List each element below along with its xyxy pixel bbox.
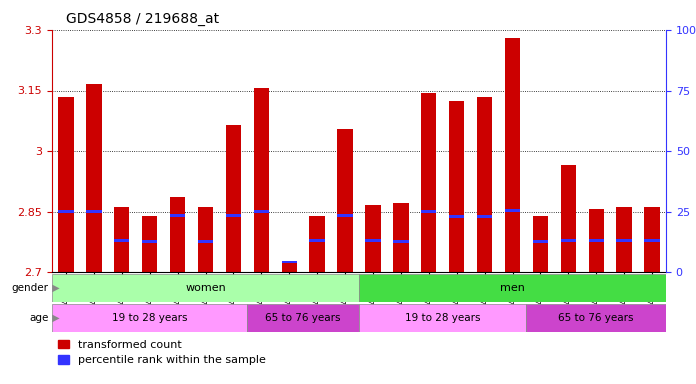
Bar [338, 129, 353, 272]
Bar [338, 214, 353, 217]
Bar [505, 209, 520, 212]
Text: ▶: ▶ [49, 283, 60, 293]
Text: 19 to 28 years: 19 to 28 years [112, 313, 187, 323]
Bar [247, 304, 359, 332]
Bar [170, 214, 185, 217]
Text: age: age [29, 313, 49, 323]
Bar [421, 93, 436, 272]
Bar [114, 239, 129, 242]
Bar [617, 207, 632, 272]
Bar [561, 165, 576, 272]
Bar [226, 214, 241, 217]
Bar [526, 304, 666, 332]
Bar [198, 207, 213, 272]
Bar [310, 216, 325, 272]
Legend: transformed count, percentile rank within the sample: transformed count, percentile rank withi… [58, 339, 265, 365]
Bar [170, 197, 185, 272]
Text: gender: gender [12, 283, 49, 293]
Bar [359, 304, 526, 332]
Bar [561, 239, 576, 242]
Bar [253, 88, 269, 272]
Bar [114, 207, 129, 272]
Bar [589, 209, 604, 272]
Bar [393, 204, 409, 272]
Bar [617, 239, 632, 242]
Bar [52, 274, 359, 302]
Text: ▶: ▶ [49, 313, 60, 323]
Bar [477, 96, 492, 272]
Bar [589, 239, 604, 242]
Text: men: men [500, 283, 525, 293]
Bar [310, 239, 325, 242]
Bar [86, 210, 102, 212]
Bar [365, 239, 381, 242]
Bar [505, 38, 520, 272]
Bar [282, 262, 297, 272]
Bar [644, 239, 660, 242]
Text: 19 to 28 years: 19 to 28 years [405, 313, 480, 323]
Bar [393, 240, 409, 243]
Bar [142, 216, 157, 272]
Bar [532, 216, 548, 272]
Bar [477, 215, 492, 218]
Bar [142, 240, 157, 243]
Bar [449, 215, 464, 218]
Text: GDS4858 / 219688_at: GDS4858 / 219688_at [66, 12, 219, 26]
Bar [282, 260, 297, 263]
Bar [226, 125, 241, 272]
Bar [198, 240, 213, 243]
Bar [644, 207, 660, 272]
Bar [421, 210, 436, 214]
Bar [253, 210, 269, 212]
Bar [58, 210, 74, 212]
Bar [52, 304, 247, 332]
Bar [86, 84, 102, 272]
Text: women: women [185, 283, 226, 293]
Bar [365, 205, 381, 272]
Bar [359, 274, 666, 302]
Bar [58, 96, 74, 272]
Bar [449, 101, 464, 272]
Text: 65 to 76 years: 65 to 76 years [558, 313, 634, 323]
Bar [532, 240, 548, 243]
Text: 65 to 76 years: 65 to 76 years [265, 313, 341, 323]
